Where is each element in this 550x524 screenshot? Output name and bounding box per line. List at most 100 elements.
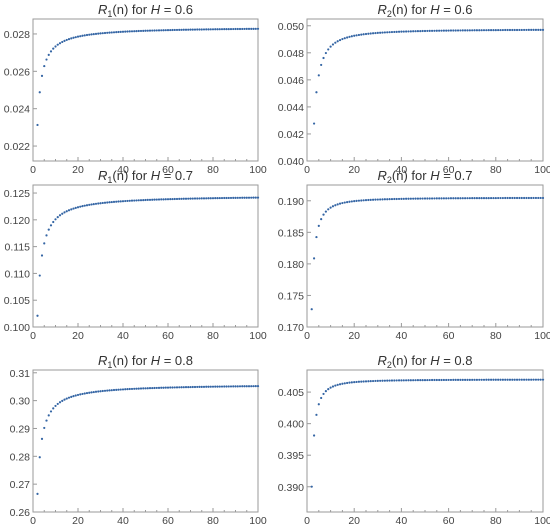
data-point	[381, 31, 384, 34]
data-point	[146, 387, 149, 390]
data-point	[461, 197, 464, 200]
data-point	[106, 31, 109, 34]
data-point	[508, 378, 512, 381]
data-point	[407, 197, 410, 200]
data-point	[47, 228, 50, 231]
data-point	[245, 385, 248, 388]
data-point	[513, 28, 516, 32]
data-point	[539, 378, 542, 381]
data-point	[238, 196, 242, 199]
data-point	[499, 378, 502, 381]
data-point	[207, 28, 210, 31]
data-point	[346, 201, 349, 204]
data-point	[112, 388, 116, 392]
data-point	[67, 396, 71, 399]
data-point	[61, 40, 64, 44]
data-point	[459, 29, 462, 32]
data-point	[43, 64, 46, 68]
data-point	[501, 196, 504, 200]
data-point	[191, 197, 194, 200]
data-point	[438, 197, 441, 200]
data-point	[466, 29, 469, 32]
data-point	[218, 196, 221, 200]
data-point	[74, 206, 77, 209]
data-point	[362, 380, 365, 383]
data-point	[47, 53, 50, 56]
data-point	[173, 197, 176, 201]
data-point	[419, 197, 422, 200]
data-point	[216, 385, 219, 388]
y-tick-label: 0.26	[10, 507, 31, 519]
data-point	[537, 28, 540, 31]
data-point	[362, 199, 365, 202]
y-tick-label: 0.046	[278, 75, 304, 87]
data-point	[494, 196, 497, 200]
data-point	[527, 28, 530, 32]
data-point	[353, 34, 356, 37]
y-tick-label: 0.395	[278, 450, 304, 462]
y-tick-label: 0.105	[4, 295, 30, 307]
data-point	[182, 197, 185, 200]
y-tick-label: 0.024	[4, 104, 30, 116]
plot-frame	[306, 18, 544, 162]
data-point	[205, 28, 208, 31]
data-point	[367, 32, 370, 35]
data-point	[214, 385, 217, 388]
data-point	[180, 386, 183, 389]
x-tick-label: 20	[72, 164, 84, 176]
y-tick-label: 0.026	[4, 66, 30, 78]
data-point	[360, 33, 363, 36]
data-point	[81, 205, 84, 208]
data-point	[38, 274, 41, 277]
data-point	[121, 388, 125, 391]
data-point	[511, 378, 514, 381]
data-point	[322, 392, 325, 396]
data-point	[527, 196, 530, 200]
data-point	[220, 196, 224, 200]
data-point	[473, 197, 476, 200]
data-point	[405, 197, 408, 200]
data-point	[175, 28, 179, 32]
data-point	[440, 378, 443, 382]
data-point	[435, 197, 438, 200]
x-tick-label: 40	[117, 330, 129, 342]
data-point	[110, 31, 113, 34]
data-point	[153, 29, 156, 32]
data-point	[88, 33, 91, 36]
data-point	[85, 391, 89, 395]
data-point	[390, 379, 394, 382]
data-point	[223, 385, 226, 388]
data-point	[191, 385, 194, 389]
data-point	[334, 384, 337, 387]
data-point	[364, 199, 368, 202]
data-point	[315, 413, 318, 416]
data-point	[200, 28, 203, 31]
data-point	[532, 28, 535, 31]
data-point	[379, 31, 382, 34]
data-point	[348, 381, 351, 384]
data-point	[252, 196, 255, 199]
data-point	[54, 218, 57, 221]
data-point	[169, 198, 172, 201]
data-point	[489, 196, 493, 200]
data-point	[133, 387, 136, 390]
data-point	[97, 390, 100, 393]
data-point	[148, 29, 152, 32]
x-tick-label: 20	[348, 164, 360, 176]
data-point	[357, 33, 361, 37]
data-point	[108, 31, 111, 34]
data-point	[256, 385, 260, 388]
data-point	[103, 31, 107, 35]
data-point	[43, 426, 46, 430]
data-point	[442, 378, 445, 382]
data-point	[475, 29, 479, 32]
data-point	[438, 378, 441, 382]
data-point	[76, 393, 80, 397]
x-tick-label: 80	[207, 164, 219, 176]
data-point	[353, 200, 356, 203]
data-point	[395, 379, 398, 382]
data-point	[329, 386, 332, 389]
data-point	[341, 37, 344, 41]
data-point	[515, 378, 519, 381]
data-point	[452, 29, 455, 32]
